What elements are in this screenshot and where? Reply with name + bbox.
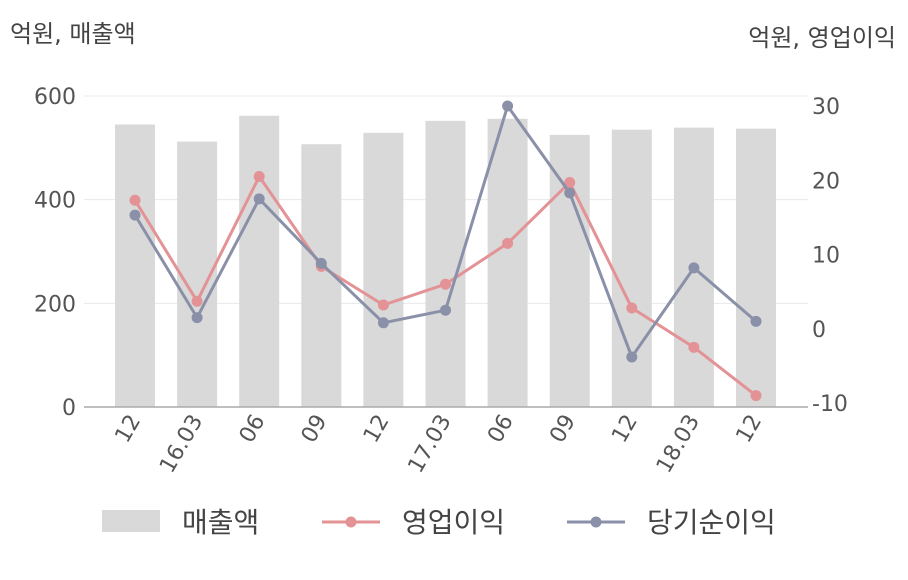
y-left-tick-label: 0 <box>62 396 76 421</box>
legend-label-revenue: 매출액 <box>182 506 259 539</box>
net-income-point <box>688 262 700 274</box>
y-right-tick-label: 0 <box>812 318 826 343</box>
net-income-point <box>315 257 327 269</box>
legend-marker-net-income <box>590 516 602 528</box>
bar-revenue <box>239 115 280 408</box>
y-right-tick-label: -10 <box>812 392 848 417</box>
x-tick-label: 17.03 <box>404 411 457 478</box>
y-left-tick-label: 200 <box>34 292 76 317</box>
bar-revenue <box>363 132 404 407</box>
legend-label-net-income: 당기순이익 <box>647 506 776 539</box>
y-left-tick-label: 600 <box>34 85 76 110</box>
bar-revenue <box>115 124 155 407</box>
x-tick-label: 12 <box>607 411 643 448</box>
bar-revenue <box>487 118 528 407</box>
x-tick-label: 09 <box>297 411 333 448</box>
y-right-tick-label: 20 <box>812 169 840 194</box>
legend-swatch-revenue <box>102 510 160 532</box>
operating-profit-point <box>626 302 638 314</box>
net-income-point <box>377 317 389 329</box>
operating-profit-point <box>129 194 141 206</box>
net-income-point <box>564 187 576 199</box>
bar-revenue <box>736 128 776 407</box>
left-axis-unit: 억원, 매출액 <box>10 20 136 48</box>
operating-profit-point <box>564 176 576 188</box>
net-income-point <box>440 304 451 316</box>
x-tick-label: 12 <box>111 411 147 448</box>
x-tick-label: 16.03 <box>155 411 208 478</box>
right-axis-unit: 억원, 영업이익 <box>748 24 896 52</box>
net-income-point <box>502 100 514 112</box>
operating-profit-point <box>253 171 265 183</box>
operating-profit-point <box>191 295 203 307</box>
net-income-point <box>750 315 762 327</box>
legend-marker-operating-profit <box>345 516 357 528</box>
net-income-point <box>626 351 638 363</box>
operating-profit-point <box>502 237 514 249</box>
operating-profit-point <box>377 299 389 311</box>
x-tick-label: 09 <box>545 411 581 448</box>
x-tick-label: 12 <box>359 411 395 448</box>
x-tick-label: 06 <box>235 411 271 448</box>
operating-profit-point <box>688 341 700 353</box>
y-left-tick-label: 400 <box>34 189 76 214</box>
legend-label-operating-profit: 영업이익 <box>402 506 505 539</box>
net-income-point <box>253 193 265 205</box>
y-right-tick-label: 10 <box>812 244 840 269</box>
bar-revenue <box>611 129 652 408</box>
x-tick-label: 12 <box>732 411 768 448</box>
operating-profit-point <box>440 278 451 290</box>
net-income-point <box>129 209 141 221</box>
net-income-point <box>191 312 203 324</box>
x-tick-label: 06 <box>483 411 519 448</box>
operating-profit-point <box>750 390 762 402</box>
x-tick-label: 18.03 <box>652 411 705 478</box>
y-right-tick-label: 30 <box>812 95 840 120</box>
